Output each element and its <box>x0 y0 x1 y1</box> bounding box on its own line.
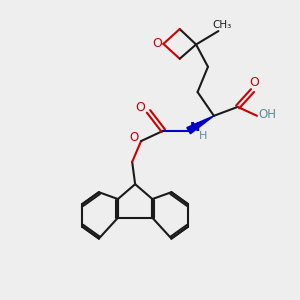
Polygon shape <box>187 116 214 134</box>
Text: H: H <box>199 131 208 141</box>
Text: O: O <box>129 131 138 144</box>
Text: CH₃: CH₃ <box>212 20 232 30</box>
Text: OH: OH <box>258 108 276 121</box>
Text: O: O <box>135 101 145 114</box>
Text: O: O <box>152 38 162 50</box>
Text: O: O <box>249 76 259 89</box>
Text: N: N <box>190 121 200 134</box>
